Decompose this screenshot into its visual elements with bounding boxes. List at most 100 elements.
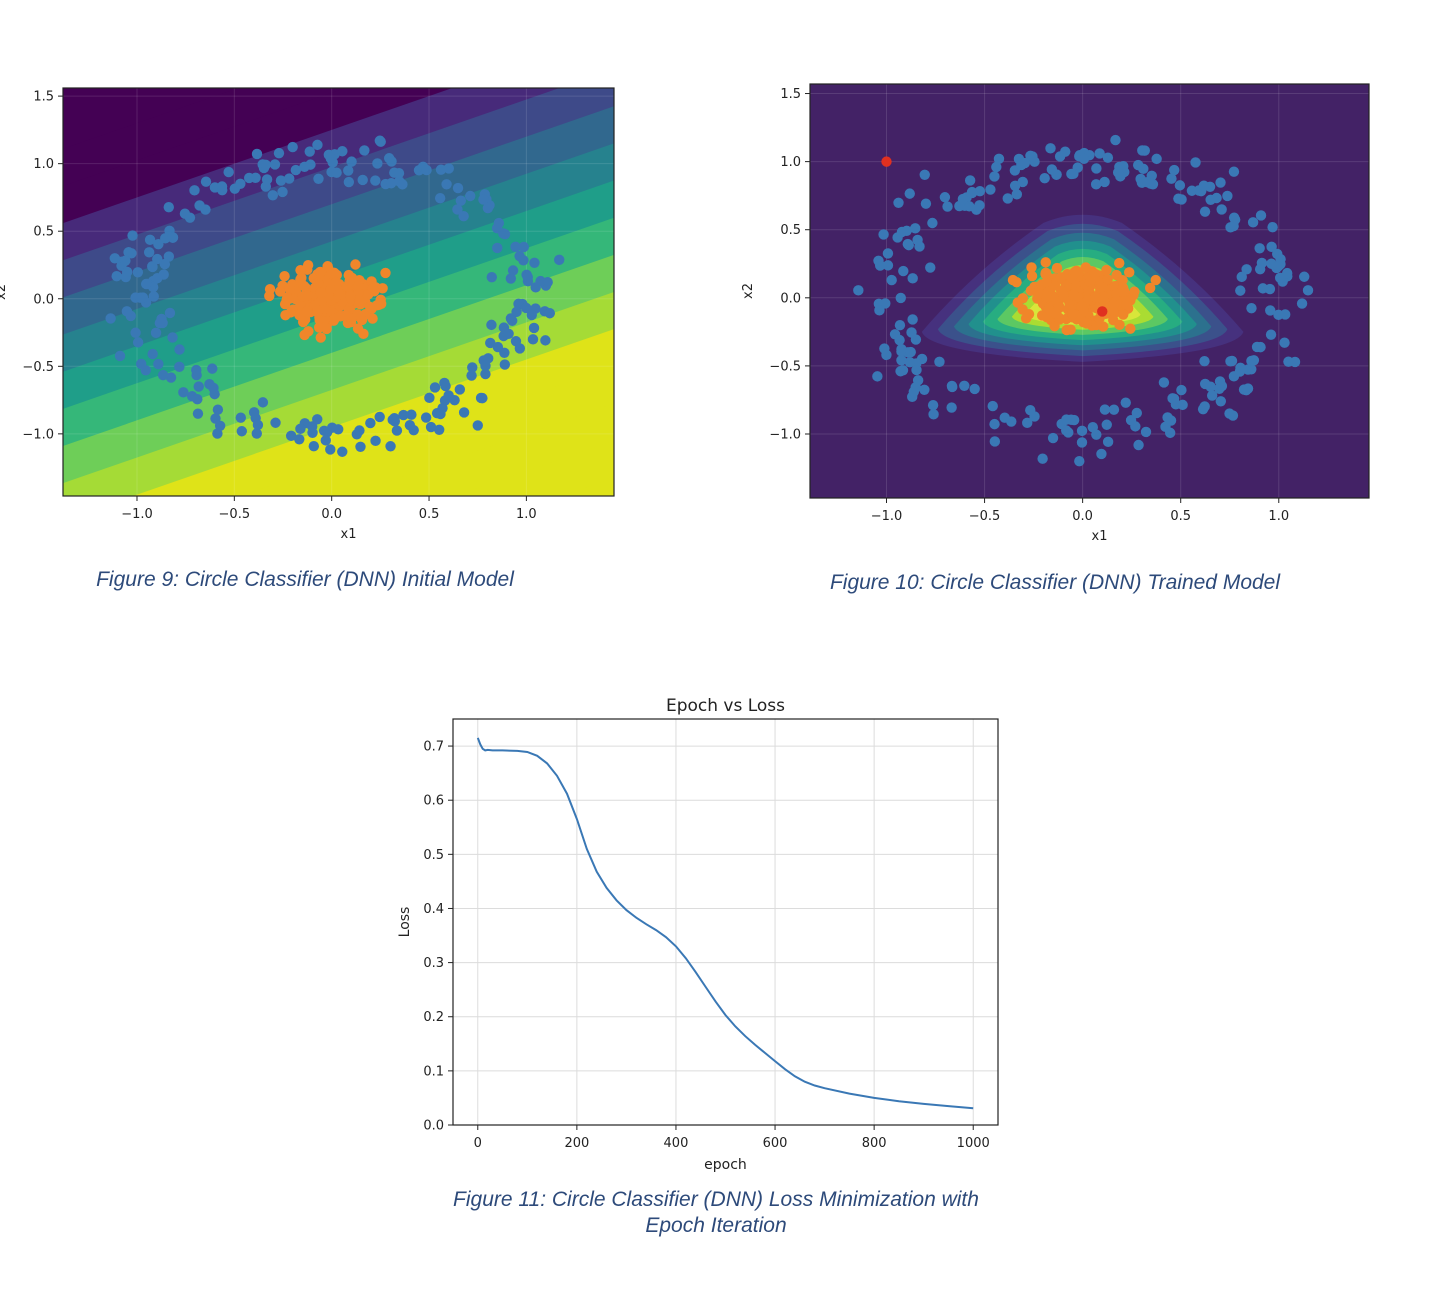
class-0-point [132, 337, 144, 348]
x-tick-label: 0 [474, 1136, 482, 1151]
class-0-point [989, 418, 1000, 430]
class-0-point [157, 369, 169, 381]
class-0-point [136, 358, 147, 370]
class-0-point [527, 334, 539, 345]
class-0-point [529, 257, 540, 268]
class-0-point [503, 328, 514, 339]
class-0-point [323, 149, 335, 161]
class-1-point [1144, 282, 1156, 294]
class-0-point [452, 182, 464, 194]
class-1-point [1117, 275, 1128, 286]
contour-band [454, 440, 614, 496]
class-0-point [1199, 401, 1210, 412]
class-1-point [1040, 257, 1051, 268]
class-0-point [919, 169, 930, 181]
y-tick-label: −0.5 [22, 360, 54, 375]
class-0-point [270, 417, 281, 428]
x-tick-label: 0.5 [1170, 509, 1191, 524]
y-tick-label: 0.5 [33, 225, 54, 240]
class-0-point [897, 365, 909, 376]
class-0-point [1099, 176, 1110, 188]
class-0-point [1102, 152, 1114, 163]
class-0-point [522, 271, 533, 283]
class-0-point [223, 166, 234, 178]
class-0-point [147, 348, 158, 360]
class-0-point [1274, 272, 1286, 284]
class-0-point [528, 322, 540, 334]
class-0-point [393, 168, 405, 179]
class-0-point [895, 292, 906, 304]
class-0-point [160, 233, 171, 244]
class-0-point [1254, 243, 1265, 254]
class-0-point [928, 409, 939, 420]
y-axis-label: x2 [0, 284, 9, 300]
class-0-point [486, 319, 497, 331]
class-1-point [1041, 290, 1052, 302]
class-0-point [333, 424, 344, 435]
class-0-point [1255, 341, 1266, 353]
class-0-point [365, 417, 376, 429]
class-0-point [1131, 407, 1142, 419]
class-0-point [374, 135, 386, 146]
y-tick-label: 0.5 [423, 848, 444, 863]
y-tick-label: 0.3 [423, 956, 444, 971]
class-0-point [429, 382, 441, 393]
class-0-point [1039, 173, 1050, 184]
class-0-point [896, 343, 907, 355]
class-0-point [250, 412, 261, 424]
class-0-point [216, 181, 228, 192]
class-0-point [893, 197, 904, 208]
class-0-point [1236, 271, 1247, 283]
x-tick-label: 0.0 [1072, 509, 1093, 524]
class-0-point [1027, 151, 1038, 162]
class-0-point [164, 307, 176, 319]
class-0-point [431, 407, 443, 419]
class-1-point [1114, 319, 1125, 331]
class-0-point [443, 163, 454, 174]
class-0-point [1215, 396, 1227, 407]
class-0-point [1173, 193, 1184, 204]
class-0-point [1145, 178, 1156, 189]
class-0-point [920, 198, 932, 209]
class-0-point [105, 313, 116, 324]
class-0-point [540, 335, 551, 346]
class-0-point [991, 161, 1002, 173]
class-1-point [1068, 290, 1080, 301]
class-0-point [919, 384, 930, 396]
class-0-point [905, 346, 916, 358]
class-0-point [189, 185, 200, 196]
class-0-point [250, 172, 261, 184]
class-1-point [296, 272, 307, 284]
class-0-point [148, 291, 159, 302]
class-0-point [1174, 180, 1186, 191]
class-0-point [1248, 355, 1260, 366]
class-0-point [1215, 177, 1226, 188]
class-1-point [364, 301, 376, 313]
y-tick-label: 0.0 [423, 1119, 444, 1134]
class-0-point [925, 262, 936, 273]
class-0-point [386, 178, 397, 189]
class-0-point [853, 285, 864, 296]
class-0-point [966, 187, 978, 199]
class-0-point [514, 343, 526, 354]
class-0-point [355, 441, 366, 452]
class-0-point [192, 408, 204, 419]
class-0-point [207, 363, 218, 374]
class-0-point [346, 156, 357, 167]
class-0-point [325, 444, 336, 455]
class-0-point [1176, 384, 1187, 396]
class-0-point [137, 292, 149, 303]
class-1-point [301, 306, 313, 317]
class-0-point [1228, 220, 1239, 232]
class-0-point [235, 412, 246, 423]
class-0-point [1165, 415, 1177, 426]
class-0-point [372, 158, 383, 169]
class-0-point [1302, 285, 1314, 296]
figure-10-chart: −1.0 −0.5 0.0 0.5 1.0 1.5 1.0 0.5 0.0 −0.5 −1.0 x1 x… [741, 83, 1370, 544]
class-0-point [458, 210, 469, 222]
class-0-point [1235, 285, 1246, 296]
class-0-point [312, 139, 323, 151]
class-0-point [878, 229, 889, 240]
figure-11-caption: Figure 11: Circle Classifier (DNN) Loss … [376, 1187, 1056, 1239]
class-0-point [999, 412, 1010, 423]
